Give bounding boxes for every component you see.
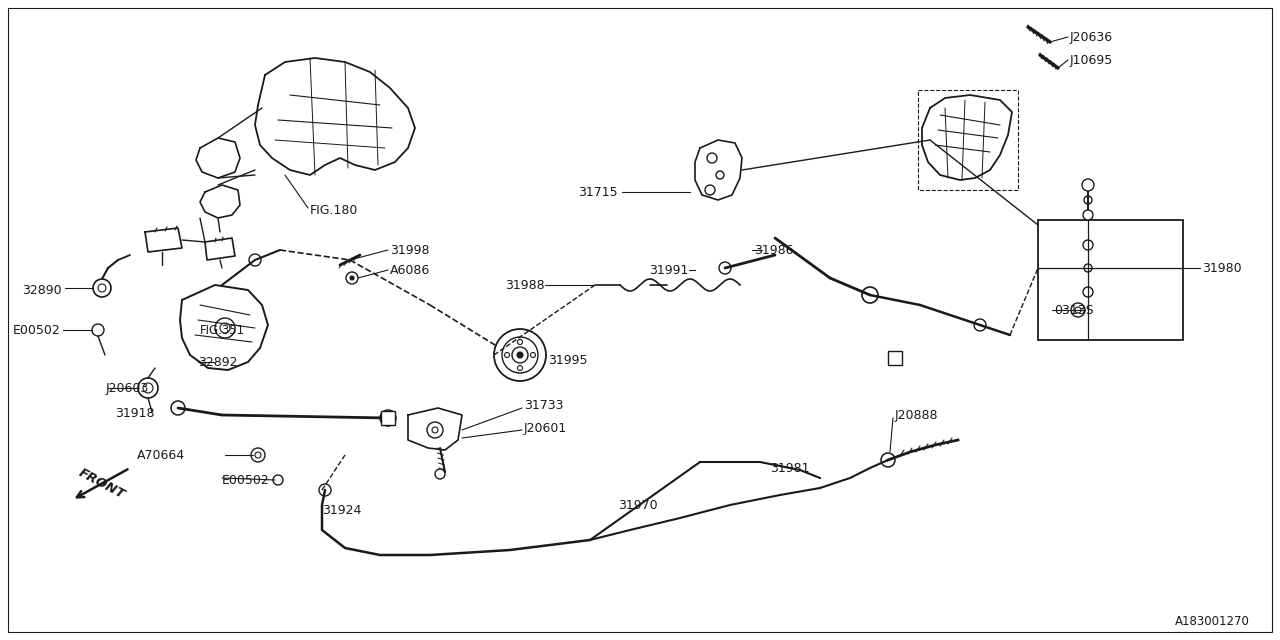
Text: J20888: J20888: [895, 408, 938, 422]
Text: 31988: 31988: [506, 278, 545, 291]
Text: 31981: 31981: [771, 461, 809, 474]
Text: 0313S: 0313S: [1053, 303, 1093, 317]
Text: A70664: A70664: [137, 449, 186, 461]
Circle shape: [1083, 210, 1093, 220]
Text: A183001270: A183001270: [1175, 615, 1251, 628]
Circle shape: [349, 276, 355, 280]
Text: A6086: A6086: [390, 264, 430, 276]
Text: 31980: 31980: [1202, 262, 1242, 275]
Bar: [888, 351, 902, 365]
Text: J10695: J10695: [1070, 54, 1114, 67]
Text: FRONT: FRONT: [77, 467, 128, 502]
Text: E00502: E00502: [221, 474, 270, 486]
Text: 31918: 31918: [115, 406, 155, 419]
Text: 31733: 31733: [524, 399, 563, 412]
Text: A: A: [384, 413, 392, 423]
Text: 31991: 31991: [649, 264, 689, 276]
Text: 31970: 31970: [618, 499, 658, 511]
Text: 31995: 31995: [548, 353, 588, 367]
Text: E00502: E00502: [13, 323, 60, 337]
Bar: [381, 411, 396, 425]
Text: 31986: 31986: [754, 243, 794, 257]
Text: 31715: 31715: [579, 186, 618, 198]
Text: 31998: 31998: [390, 243, 430, 257]
Text: A: A: [891, 353, 899, 363]
Circle shape: [1082, 179, 1094, 191]
Text: J20636: J20636: [1070, 31, 1114, 44]
Circle shape: [517, 352, 524, 358]
Text: FIG.351: FIG.351: [200, 323, 246, 337]
Bar: [918, 90, 1018, 190]
Bar: [1038, 220, 1183, 340]
Text: J20601: J20601: [524, 422, 567, 435]
Text: FIG.180: FIG.180: [310, 204, 358, 216]
Text: 31924: 31924: [323, 504, 361, 516]
Text: 32892: 32892: [198, 355, 238, 369]
Text: J20603: J20603: [106, 381, 150, 394]
Text: 32890: 32890: [22, 284, 61, 296]
